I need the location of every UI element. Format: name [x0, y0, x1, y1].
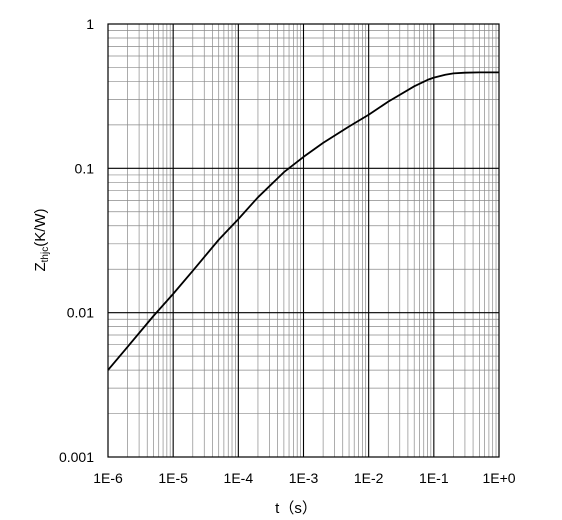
x-tick-label: 1E-5: [158, 470, 188, 486]
y-tick-labels: 0.001 0.01 0.1 1: [59, 16, 94, 465]
series-layer: [107, 71, 499, 371]
y-axis-title-main: Z: [32, 262, 49, 271]
series-line: [107, 71, 499, 371]
y-tick-label: 0.1: [75, 160, 95, 176]
x-tick-label: 1E+0: [482, 470, 515, 486]
y-tick-label: 0.01: [67, 305, 94, 321]
major-gridlines: [108, 24, 499, 457]
plot-frame: [107, 23, 500, 458]
y-tick-label: 0.001: [59, 449, 94, 465]
x-tick-label: 1E-4: [224, 470, 254, 486]
y-axis-title-unit: (K/W): [32, 208, 49, 246]
y-tick-label: 1: [86, 16, 94, 32]
x-tick-label: 1E-3: [289, 470, 319, 486]
x-tick-label: 1E-2: [354, 470, 384, 486]
x-tick-label: 1E-6: [93, 470, 123, 486]
x-tick-label: 1E-1: [419, 470, 449, 486]
y-axis-title: Zthjc(K/W): [32, 208, 51, 271]
y-axis-title-subscript: thjc: [40, 247, 51, 263]
x-tick-labels: 1E-6 1E-5 1E-4 1E-3 1E-2 1E-1 1E+0: [93, 470, 516, 486]
x-axis-title: t（s）: [275, 500, 317, 517]
